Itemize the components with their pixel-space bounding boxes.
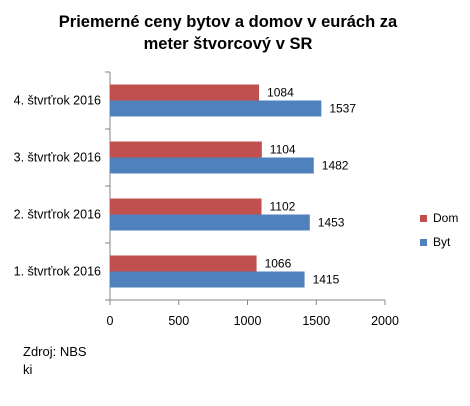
x-tick-label: 1500 [302,314,330,328]
data-label: 1453 [318,216,345,230]
plot-area: 0 500 1000 1500 2000 1. štvrťrok 2016 1066 1415… [14,71,399,328]
x-tick-label: 1000 [234,314,262,328]
legend-swatch-byt [420,239,427,246]
source-note: Zdroj: NBS ki [23,343,87,379]
bar-dom [110,255,257,272]
bar-dom [110,141,262,158]
category-label: 3. štvrťrok 2016 [14,151,101,165]
legend: Dom Byt [420,211,458,249]
category-label: 2. štvrťrok 2016 [14,208,101,222]
x-tick-label: 0 [107,314,114,328]
data-label: 1084 [267,86,294,100]
chart-title-line-1: Priemerné ceny bytov a domov v eurách za [59,13,398,31]
data-label: 1415 [313,273,340,287]
data-label: 1066 [265,257,292,271]
data-label: 1102 [270,200,296,214]
legend-swatch-dom [420,215,427,222]
chart-title-line-2: meter štvorcový v SR [144,35,313,53]
source-line-1: Zdroj: NBS [23,344,87,359]
chart-title: Priemerné ceny bytov a domov v eurách za… [59,13,398,53]
data-label: 1104 [270,143,296,157]
data-label: 1482 [322,159,349,173]
category-label: 4. štvrťrok 2016 [14,94,101,108]
legend-label-byt: Byt [433,235,451,249]
bar-byt [110,214,310,231]
bar-dom [110,84,260,101]
x-tick-label: 2000 [371,314,399,328]
category-label: 1. štvrťrok 2016 [14,265,101,279]
x-tick-label: 500 [168,314,189,328]
data-label: 1537 [329,102,356,116]
source-line-2: ki [23,362,33,377]
bar-byt [110,100,322,117]
legend-label-dom: Dom [433,211,458,225]
bar-byt [110,271,305,288]
bar-byt [110,157,314,174]
bar-dom [110,198,262,215]
